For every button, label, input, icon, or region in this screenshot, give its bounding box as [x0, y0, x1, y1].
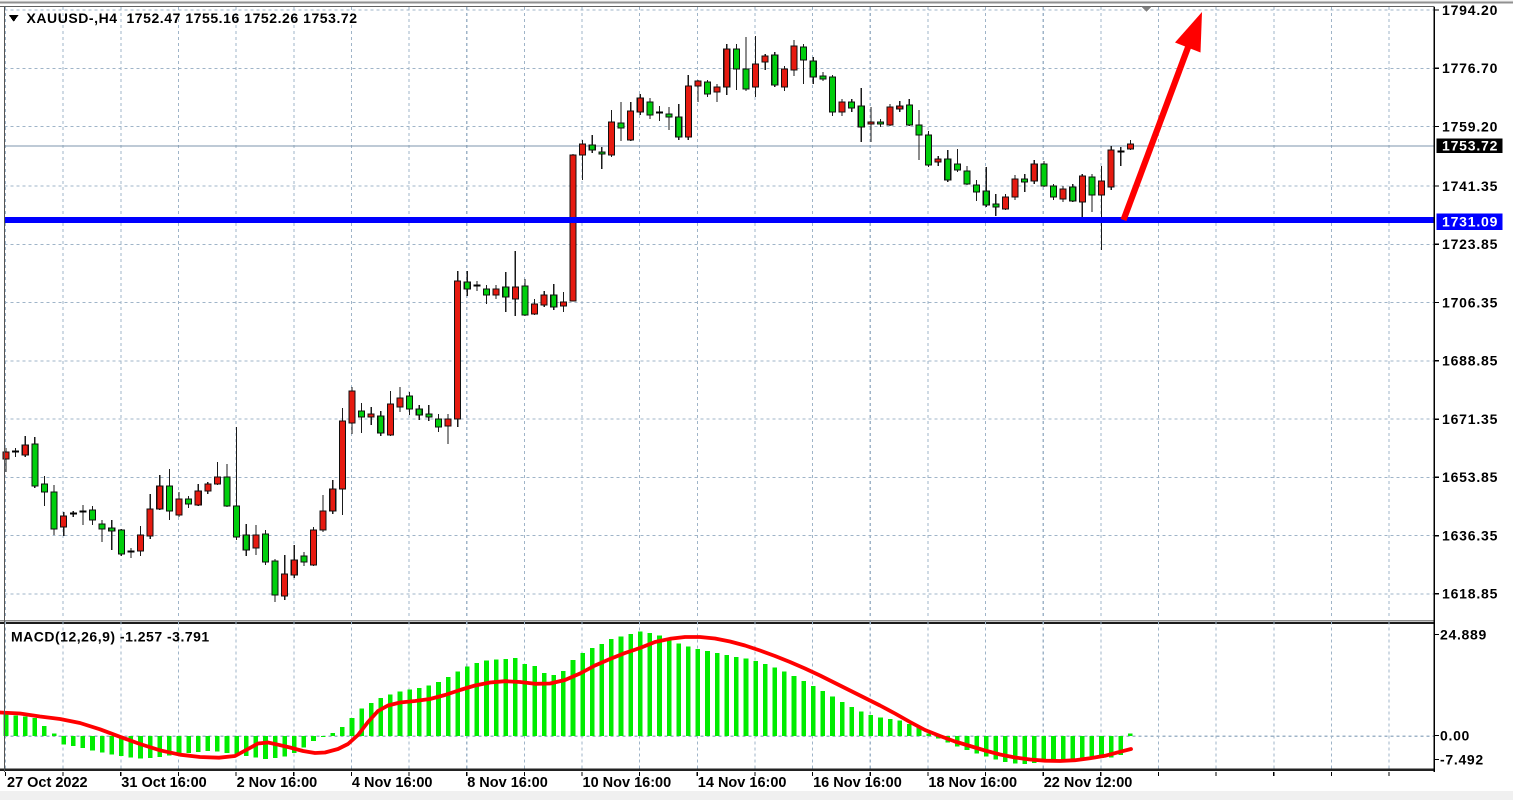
- svg-text:24.889: 24.889: [1440, 626, 1487, 642]
- svg-text:1731.09: 1731.09: [1442, 214, 1498, 230]
- svg-text:-7.492: -7.492: [1440, 751, 1484, 767]
- svg-text:1759.20: 1759.20: [1442, 118, 1498, 134]
- svg-text:10 Nov 16:00: 10 Nov 16:00: [583, 775, 672, 791]
- svg-text:8 Nov 16:00: 8 Nov 16:00: [467, 775, 548, 791]
- svg-text:2 Nov 16:00: 2 Nov 16:00: [237, 775, 318, 791]
- svg-text:1636.35: 1636.35: [1442, 527, 1498, 543]
- svg-text:1776.70: 1776.70: [1442, 60, 1498, 76]
- svg-text:MACD(12,26,9) -1.257 -3.791: MACD(12,26,9) -1.257 -3.791: [11, 629, 210, 645]
- svg-text:1653.85: 1653.85: [1442, 469, 1498, 485]
- svg-text:16 Nov 16:00: 16 Nov 16:00: [813, 775, 902, 791]
- svg-text:1688.85: 1688.85: [1442, 353, 1498, 369]
- svg-text:31 Oct 16:00: 31 Oct 16:00: [121, 775, 206, 791]
- svg-text:4 Nov 16:00: 4 Nov 16:00: [352, 775, 433, 791]
- svg-text:0.00: 0.00: [1440, 727, 1470, 743]
- svg-text:1741.35: 1741.35: [1442, 178, 1498, 194]
- svg-text:1794.20: 1794.20: [1442, 2, 1498, 18]
- svg-text:XAUUSD-,H4 1752.47 1755.16 17: XAUUSD-,H4 1752.47 1755.16 1752.26 1753.…: [27, 10, 358, 26]
- svg-text:1723.85: 1723.85: [1442, 236, 1498, 252]
- svg-text:1706.35: 1706.35: [1442, 294, 1498, 310]
- svg-text:1753.72: 1753.72: [1442, 137, 1498, 153]
- svg-text:1618.85: 1618.85: [1442, 586, 1498, 602]
- svg-text:1671.35: 1671.35: [1442, 411, 1498, 427]
- svg-text:18 Nov 16:00: 18 Nov 16:00: [928, 775, 1017, 791]
- svg-text:27 Oct 2022: 27 Oct 2022: [7, 775, 88, 791]
- svg-text:22 Nov 12:00: 22 Nov 12:00: [1044, 775, 1133, 791]
- svg-text:14 Nov 16:00: 14 Nov 16:00: [698, 775, 787, 791]
